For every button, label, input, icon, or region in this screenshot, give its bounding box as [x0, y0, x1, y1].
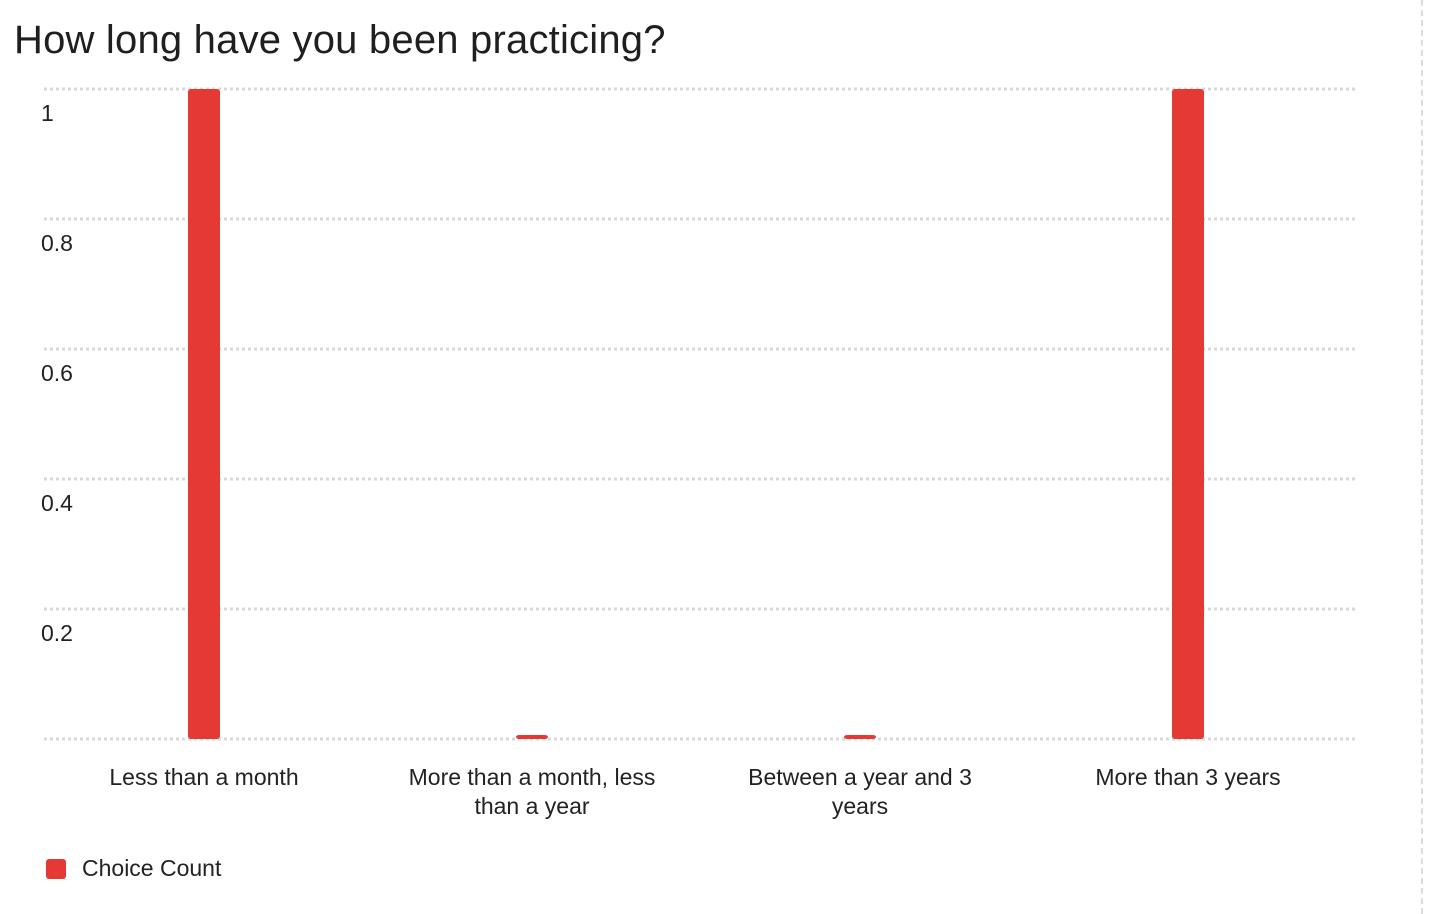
legend-label: Choice Count	[82, 855, 222, 881]
y-tick-label: 0.2	[41, 620, 73, 646]
x-category-label: More than a month, less than a year	[409, 764, 656, 819]
legend-swatch	[46, 858, 66, 879]
y-tick-label: 0.8	[41, 230, 73, 256]
legend[interactable]: Choice Count	[46, 855, 221, 882]
bars	[188, 89, 1204, 739]
bar[interactable]	[1172, 89, 1204, 739]
y-tick-label: 0.4	[41, 490, 73, 516]
y-axis-tick-labels: 0.2 0.4 0.6 0.8 1	[41, 100, 73, 646]
y-tick-label: 1	[41, 100, 54, 126]
grid-lines	[44, 87, 1356, 741]
bar[interactable]	[516, 735, 548, 739]
panel-divider	[1421, 0, 1423, 914]
x-category-label: Between a year and 3 years	[748, 764, 972, 819]
x-category-label: Less than a month	[109, 764, 298, 790]
x-axis-category-labels: Less than a month More than a month, less…	[109, 764, 1280, 819]
chart-title: How long have you been practicing?	[14, 18, 666, 62]
bar[interactable]	[844, 735, 876, 739]
bar[interactable]	[188, 89, 220, 739]
x-category-label: More than 3 years	[1095, 764, 1280, 790]
y-tick-label: 0.6	[41, 360, 73, 386]
